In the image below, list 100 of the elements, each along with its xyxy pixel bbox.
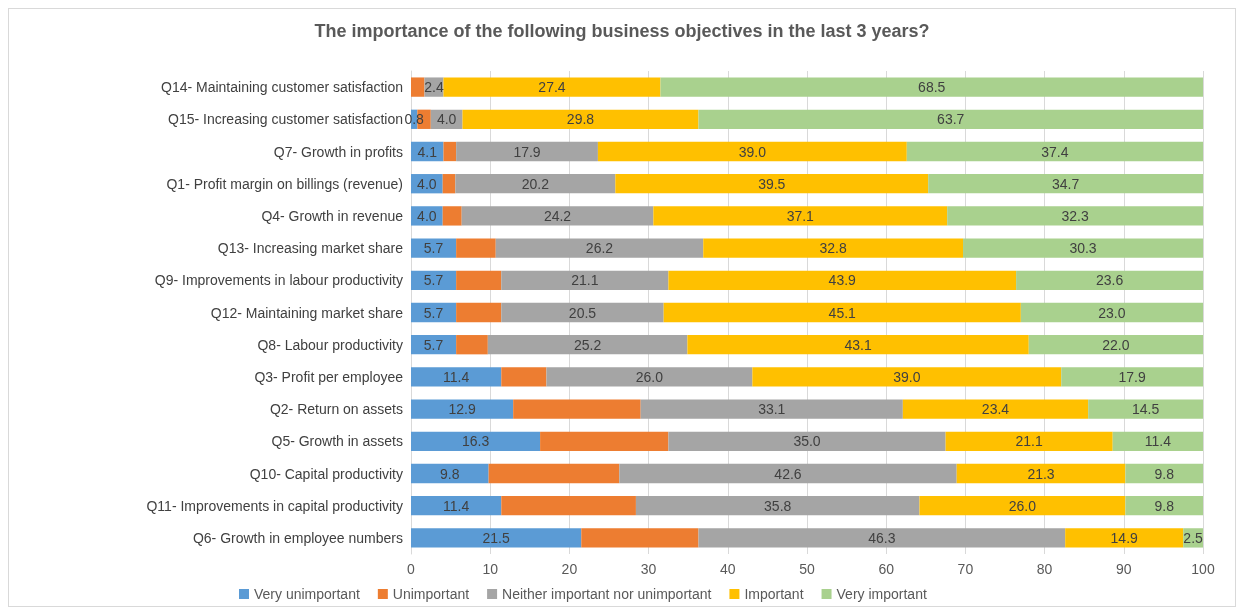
bar	[456, 335, 488, 355]
y-tick-label: Q3- Profit per employee	[254, 368, 404, 385]
bar	[455, 174, 616, 194]
data-label: 63.7	[937, 111, 965, 128]
data-label: 9.8	[1154, 497, 1175, 514]
bar	[1112, 431, 1203, 451]
x-tick-label: 80	[1036, 561, 1053, 577]
data-label: 23.4	[981, 401, 1010, 418]
data-label: 26.0	[635, 368, 664, 385]
bar	[752, 367, 1062, 387]
bar	[411, 367, 502, 387]
data-label: 39.0	[893, 368, 921, 385]
bar	[443, 77, 661, 97]
data-label: 39.5	[758, 175, 786, 192]
bar	[1016, 270, 1203, 290]
bar	[461, 206, 654, 226]
bar	[501, 367, 547, 387]
data-label: 12.9	[448, 401, 476, 418]
bar	[456, 141, 598, 162]
bar	[411, 238, 457, 258]
bar	[956, 463, 1126, 484]
bar	[411, 431, 541, 451]
data-label: 45.1	[828, 304, 857, 321]
bar	[1125, 463, 1203, 484]
bar	[442, 174, 456, 194]
data-label: 17.9	[1118, 368, 1146, 385]
data-label: 33.1	[758, 401, 786, 418]
data-label: 34.7	[1051, 175, 1080, 192]
data-label: 32.3	[1061, 207, 1089, 224]
y-tick-label: Q4- Growth in revenue	[261, 207, 404, 224]
bar	[640, 399, 903, 419]
x-tick-label: 20	[561, 561, 578, 577]
data-label: 29.8	[566, 111, 595, 128]
data-label: 2.5	[1183, 529, 1204, 546]
data-label: 23.0	[1098, 304, 1126, 321]
data-label: 42.6	[774, 465, 802, 482]
data-label: 32.8	[819, 240, 847, 257]
legend-label: Neither important nor unimportant	[502, 586, 712, 602]
bar	[687, 335, 1029, 355]
data-label: 43.1	[844, 336, 872, 353]
bar	[411, 463, 489, 484]
y-tick-label: Q14- Maintaining customer satisfaction	[161, 79, 403, 96]
data-label: 21.3	[1027, 465, 1055, 482]
data-label: 35.0	[793, 433, 821, 450]
bar	[668, 270, 1017, 290]
data-label: 35.8	[764, 497, 792, 514]
bar	[456, 302, 502, 323]
x-tick-label: 40	[720, 561, 736, 577]
data-label: 14.9	[1110, 529, 1139, 546]
data-label: 14.5	[1131, 401, 1160, 418]
x-tick-label: 100	[1191, 561, 1215, 577]
x-tick-label: 70	[957, 561, 974, 577]
y-tick-label: Q8- Labour productivity	[257, 336, 403, 353]
data-label: 9.8	[1154, 465, 1175, 482]
data-label: 4.0	[417, 207, 437, 224]
data-label: 5.7	[423, 304, 444, 321]
bar	[443, 141, 457, 162]
x-tick-label: 60	[878, 561, 895, 577]
bar	[615, 174, 929, 194]
bar	[619, 463, 957, 484]
data-label: 20.5	[568, 304, 597, 321]
y-tick-label: Q1- Profit margin on billings (revenue)	[166, 175, 403, 192]
bar	[411, 399, 514, 419]
bar	[581, 528, 699, 548]
data-label: 21.1	[1015, 433, 1043, 450]
data-label: 24.2	[543, 207, 572, 224]
data-label: 30.3	[1069, 240, 1097, 257]
x-tick-label: 10	[482, 561, 499, 577]
data-label: 11.4	[443, 368, 470, 385]
bar	[513, 399, 641, 419]
data-label: 26.2	[585, 240, 614, 257]
bar	[501, 496, 636, 516]
bar	[495, 238, 704, 258]
data-label: 21.5	[482, 529, 510, 546]
x-tick-label: 50	[799, 561, 815, 577]
bar	[698, 528, 1066, 548]
bar	[703, 238, 964, 258]
bar	[1061, 367, 1203, 387]
y-tick-label: Q12- Maintaining market share	[210, 304, 404, 321]
legend-label: Very important	[836, 586, 927, 602]
bar	[456, 270, 502, 290]
data-label: 23.6	[1095, 272, 1124, 289]
data-label: 11.4	[443, 497, 470, 514]
bar	[411, 77, 425, 97]
data-label: 0.8	[404, 111, 425, 128]
data-label: 37.1	[786, 207, 815, 224]
bar	[698, 109, 1203, 129]
data-label: 39.0	[738, 143, 767, 160]
bar	[1020, 302, 1203, 323]
x-tick-label: 0	[407, 561, 416, 577]
bar	[546, 367, 753, 387]
legend-label: Very unimportant	[254, 586, 360, 602]
data-label: 5.7	[423, 272, 444, 289]
y-tick-label: Q2- Return on assets	[269, 401, 403, 418]
y-tick-label: Q6- Growth in employee numbers	[192, 529, 403, 546]
bar	[1065, 528, 1184, 548]
data-label: 4.1	[417, 143, 438, 160]
data-label: 22.0	[1102, 336, 1130, 353]
data-label: 9.8	[440, 465, 460, 482]
y-tick-label: Q13- Increasing market share	[217, 240, 404, 257]
